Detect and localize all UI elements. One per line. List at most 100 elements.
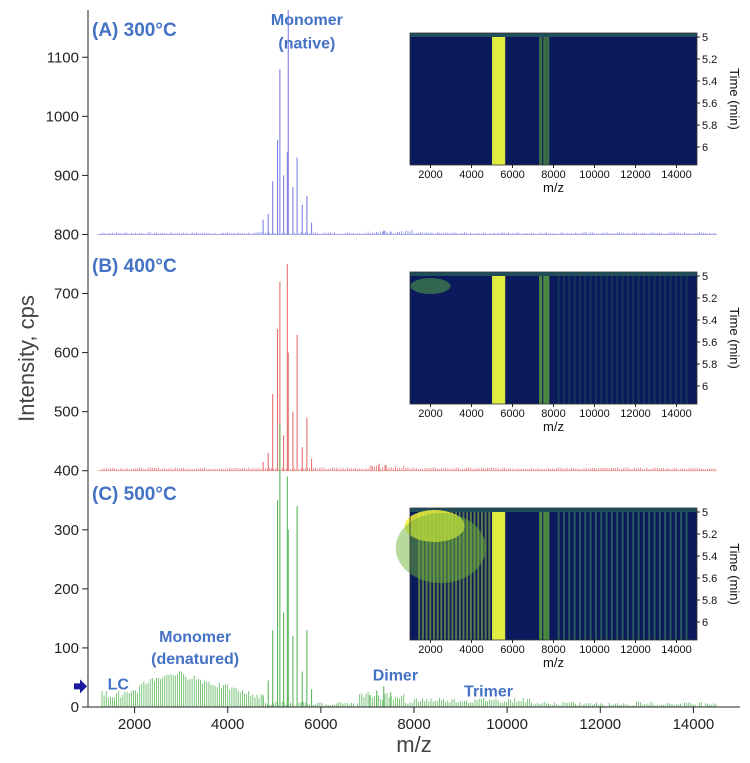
heatmap-streak <box>494 37 498 165</box>
heatmap-streak <box>610 512 613 640</box>
heatmap-background <box>410 33 697 165</box>
panel-label: (A) 300°C <box>92 20 177 41</box>
inset-y-tick-label: 5.6 <box>702 337 717 349</box>
heatmap-streak <box>500 37 504 165</box>
heatmap-streak <box>578 276 581 404</box>
peak-annotation: LC <box>108 676 130 693</box>
heatmap-streak <box>669 276 672 404</box>
x-tick-label: 8000 <box>397 716 430 733</box>
y-tick-label: 300 <box>54 522 79 539</box>
y-axis-title: Intensity, cps <box>14 295 39 422</box>
arrow-right-icon <box>74 679 87 694</box>
inset-y-axis-title: Time (min) <box>727 68 742 130</box>
peak-annotation: Monomer <box>271 12 343 29</box>
heatmap-streak <box>495 37 499 165</box>
heatmap-streak <box>546 276 550 404</box>
heatmap-streak <box>621 512 624 640</box>
x-tick-label: 10000 <box>486 716 528 733</box>
x-tick-label: 14000 <box>673 716 715 733</box>
inset-x-tick-label: 4000 <box>459 644 483 656</box>
heatmap-streak <box>626 276 629 404</box>
heatmap-streak <box>594 276 597 404</box>
inset-y-tick-label: 5.6 <box>702 98 717 110</box>
heatmap-streak <box>637 276 640 404</box>
x-tick-label: 4000 <box>211 716 244 733</box>
inset-y-tick-label: 6 <box>702 381 708 393</box>
heatmap-streak <box>589 512 592 640</box>
inset-y-tick-label: 5 <box>702 507 708 519</box>
heatmap-streak <box>500 512 504 640</box>
heatmap-streak <box>562 276 565 404</box>
inset-x-tick-label: 14000 <box>661 169 692 181</box>
heatmap-streak <box>664 276 667 404</box>
y-tick-label: 100 <box>54 640 79 657</box>
inset-x-tick-label: 4000 <box>459 408 483 420</box>
y-tick-label: 700 <box>54 286 79 303</box>
inset-y-tick-label: 5.4 <box>702 315 717 327</box>
heatmap-top-band <box>410 272 697 276</box>
inset-x-tick-label: 6000 <box>500 169 524 181</box>
heatmap-streak <box>600 276 603 404</box>
y-tick-label: 0 <box>71 699 79 716</box>
inset-y-tick-label: 5.8 <box>702 359 717 371</box>
heatmap-streak <box>610 276 613 404</box>
heatmap-streak <box>498 37 502 165</box>
inset-y-axis-title: Time (min) <box>727 543 742 605</box>
heatmap-streak <box>584 276 587 404</box>
inset-x-tick-label: 2000 <box>418 408 442 420</box>
inset-y-tick-label: 5.4 <box>702 551 717 563</box>
heatmap-streak <box>594 512 597 640</box>
inset-y-tick-label: 5.4 <box>702 76 717 88</box>
inset-x-tick-label: 8000 <box>541 408 565 420</box>
heatmap-streak <box>498 512 502 640</box>
y-tick-label: 1100 <box>47 49 79 66</box>
inset-x-tick-label: 14000 <box>661 644 692 656</box>
y-tick-label: 200 <box>54 581 79 598</box>
y-tick-label: 1000 <box>46 108 79 125</box>
spectrum-fine-peaks <box>101 230 717 235</box>
heatmap-streak <box>498 276 502 404</box>
heatmap-streak <box>674 276 677 404</box>
heatmap-streak <box>685 276 688 404</box>
heatmap-streak <box>589 276 592 404</box>
inset-x-tick-label: 12000 <box>620 408 651 420</box>
inset-y-tick-label: 5.8 <box>702 120 717 132</box>
peak-annotation: Trimer <box>464 683 513 700</box>
heatmap-streak <box>648 276 651 404</box>
heatmap-streak <box>469 512 472 640</box>
heatmap-inset-1: 2000 4000 6000 8000 10000 12000 14000 m/z 5 5.2 5.… <box>409 32 742 195</box>
heatmap-streak <box>543 276 547 404</box>
inset-x-tick-label: 2000 <box>418 169 442 181</box>
inset-x-axis-title: m/z <box>543 180 564 195</box>
peak-annotation: Dimer <box>373 667 418 684</box>
inset-x-tick-label: 6000 <box>500 644 524 656</box>
heatmap-streak <box>653 276 656 404</box>
inset-x-axis-title: m/z <box>543 419 564 434</box>
peak-annotation: (native) <box>278 35 335 52</box>
heatmap-hotspot <box>410 278 451 294</box>
heatmap-streak <box>605 276 608 404</box>
y-tick-label: 900 <box>54 167 79 184</box>
x-tick-label: 2000 <box>118 716 151 733</box>
heatmap-streak <box>546 512 550 640</box>
inset-x-tick-label: 10000 <box>579 408 610 420</box>
heatmap-top-band <box>410 33 697 37</box>
heatmap-streak <box>578 512 581 640</box>
heatmap-streak <box>497 276 501 404</box>
heatmap-streak <box>539 276 543 404</box>
heatmap-streak <box>497 512 501 640</box>
heatmap-streak <box>626 512 629 640</box>
inset-x-tick-label: 6000 <box>500 408 524 420</box>
heatmap-streak <box>495 512 499 640</box>
heatmap-streak <box>497 37 501 165</box>
inset-x-tick-label: 10000 <box>579 644 610 656</box>
heatmap-streak <box>600 512 603 640</box>
heatmap-streak <box>557 512 560 640</box>
heatmap-streak <box>632 512 635 640</box>
heatmap-streak <box>642 512 645 640</box>
heatmap-streak <box>573 276 576 404</box>
heatmap-streak <box>621 276 624 404</box>
heatmap-inset-3: 2000 4000 6000 8000 10000 12000 14000 m/z 5 5.2 5.… <box>395 507 742 670</box>
spectrum-1 <box>97 10 717 235</box>
heatmap-streak <box>658 512 661 640</box>
